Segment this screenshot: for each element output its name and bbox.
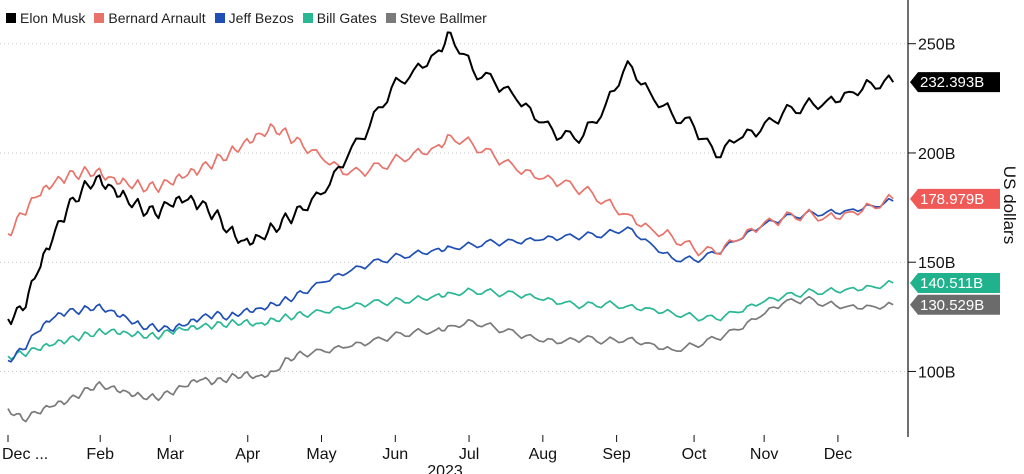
- last-value-tag: [910, 72, 1000, 93]
- y-tick-label: 200B: [918, 146, 955, 163]
- series-line-steve-ballmer: [7, 295, 894, 423]
- x-tick-label: Sep: [602, 446, 631, 463]
- legend-item: Bernard Arnault: [94, 10, 206, 26]
- y-axis: 100B 150B 200B 250B: [907, 0, 955, 437]
- last-value-tags: 130.529B 140.511B 178.979B 232.393B: [910, 72, 1000, 315]
- legend-label: Elon Musk: [20, 10, 86, 26]
- x-axis: Dec ... Feb Mar Apr May Jun Jul Aug Sep Oct Nov Dec: [2, 435, 852, 463]
- x-tick-label: Dec ...: [2, 446, 48, 463]
- x-tick-label: Feb: [86, 446, 114, 463]
- legend-swatch: [302, 13, 313, 23]
- legend-swatch: [6, 13, 16, 23]
- x-tick-label: Jul: [459, 446, 479, 463]
- legend-label: Jeff Bezos: [228, 10, 294, 26]
- legend-swatch: [94, 13, 105, 23]
- x-tick-label: Nov: [750, 446, 778, 463]
- last-value-tag: [910, 272, 1000, 293]
- legend: Elon Musk Bernard Arnault Jeff Bezos Bill G…: [2, 5, 502, 31]
- last-value-label: 140.511B: [920, 275, 983, 292]
- legend-swatch: [214, 13, 225, 23]
- legend-swatch: [385, 13, 396, 23]
- legend-item: Bill Gates: [302, 10, 377, 26]
- x-tick-label: Mar: [157, 446, 185, 463]
- series-line-jeff-bezos: [7, 197, 894, 363]
- x-tick-label: Dec: [824, 446, 852, 463]
- x-tick-label: Apr: [235, 446, 261, 463]
- legend-item: Elon Musk: [6, 10, 85, 26]
- legend-label: Bernard Arnault: [108, 10, 206, 26]
- grid: [0, 43, 908, 372]
- last-value-label: 232.393B: [920, 74, 984, 91]
- series-line-elon-musk: [7, 31, 895, 326]
- series-line-bill-gates: [7, 279, 894, 360]
- x-tick-label: Aug: [529, 446, 557, 463]
- last-value-tag: [910, 294, 1000, 315]
- legend-label: Bill Gates: [316, 10, 377, 26]
- series-lines: [7, 31, 895, 423]
- x-axis-year-label: 2023: [427, 463, 463, 474]
- series-line-bernard-arnault: [7, 123, 894, 257]
- x-tick-label: Oct: [682, 446, 707, 463]
- y-tick-label: 150B: [918, 255, 955, 272]
- legend-item: Jeff Bezos: [214, 10, 294, 26]
- last-value-label: 178.979B: [920, 191, 984, 208]
- legend-label: Steve Ballmer: [399, 10, 487, 26]
- last-value-label: 130.529B: [920, 297, 984, 314]
- x-tick-label: Jun: [382, 446, 408, 463]
- y-axis-label: US dollars: [1000, 166, 1019, 244]
- y-tick-label: 100B: [918, 364, 955, 381]
- last-value-tag: [910, 188, 1000, 209]
- legend-item: Steve Ballmer: [385, 10, 487, 26]
- y-tick-label: 250B: [918, 37, 955, 54]
- x-tick-label: May: [306, 446, 336, 463]
